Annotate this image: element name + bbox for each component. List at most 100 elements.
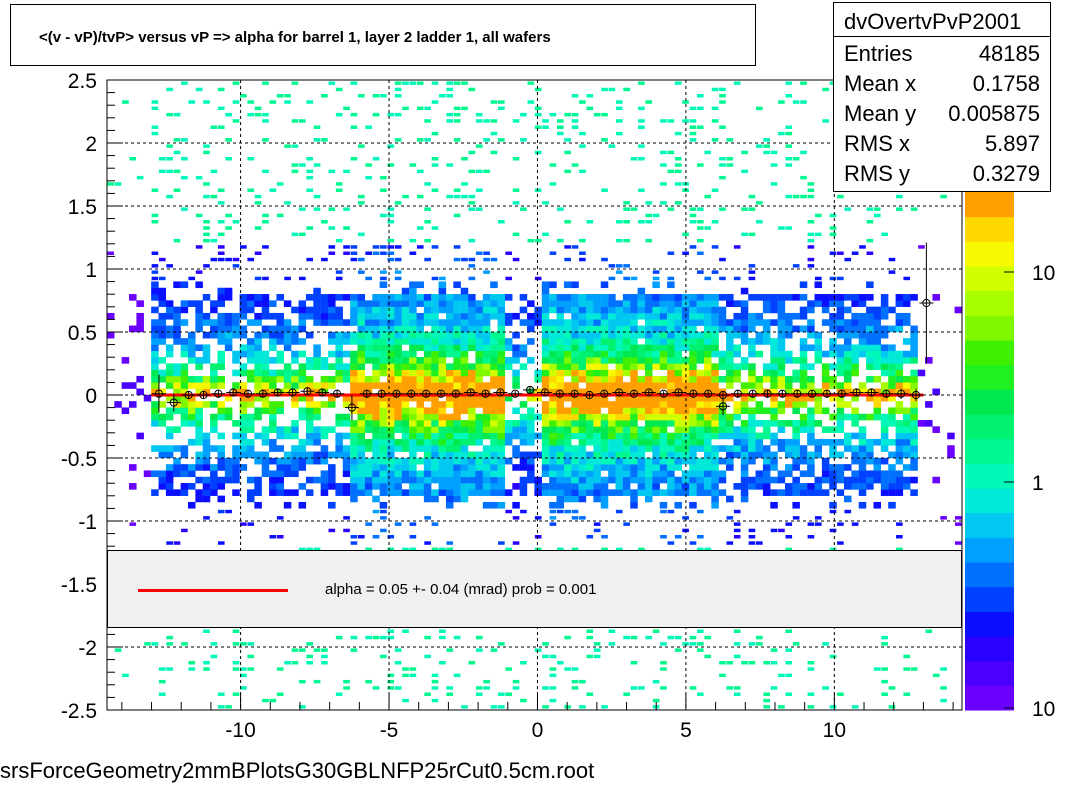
density-cell [740,445,749,452]
density-cell [328,528,336,533]
density-cell [313,457,321,465]
density-cell [299,232,306,237]
density-cell [254,375,262,383]
palette-swatch [965,216,1014,242]
density-cell [556,125,564,129]
density-cell [380,94,387,98]
density-cell [453,325,461,333]
density-cell [188,394,196,402]
density-cell [549,407,557,415]
profile-point [570,389,579,398]
density-cell [615,363,624,370]
density-cell [755,220,763,224]
density-cell [703,426,712,433]
density-cell [866,476,874,484]
density-cell [630,375,638,383]
density-cell [446,81,454,85]
density-cell [188,350,196,358]
density-cell [490,382,498,389]
density-cell [269,344,277,352]
density-cell [394,357,402,364]
density-cell [608,432,616,440]
density-cell [313,350,321,358]
density-cell [232,420,240,427]
density-cell [313,547,321,552]
density-cell [703,363,712,370]
density-cell [504,457,513,465]
density-cell [232,692,240,696]
density-cell [203,661,210,665]
density-cell [365,175,372,180]
density-cell [549,501,557,509]
density-cell [106,312,115,320]
density-cell [748,413,756,421]
density-cell [689,325,697,333]
density-cell [254,112,262,117]
density-cell [770,476,778,484]
density-cell [181,175,188,180]
density-cell [932,426,940,433]
density-cell [748,325,756,333]
density-cell [372,94,380,98]
palette-swatch [965,414,1014,440]
density-cell [379,357,388,364]
density-cell [445,464,454,471]
density-cell [409,464,417,471]
density-cell [748,426,756,433]
density-cell [615,238,623,243]
density-cell [261,426,270,433]
density-cell [711,457,719,465]
density-cell [498,100,505,104]
density-cell [136,319,144,326]
density-cell [416,357,425,364]
density-cell [482,382,491,389]
density-cell [387,344,395,352]
density-cell [910,667,918,671]
density-cell [762,432,771,440]
density-cell [387,363,395,370]
density-cell [814,445,823,452]
density-cell [387,489,395,496]
density-cell [379,300,388,307]
density-cell [785,331,793,339]
y-tick-label: -0.5 [61,448,97,471]
density-cell [445,470,454,478]
density-cell [719,94,726,98]
density-cell [254,489,262,496]
profile-point [525,385,535,395]
density-cell [380,213,387,218]
density-cell [512,257,520,262]
density-cell [733,350,741,358]
density-cell [689,476,697,484]
density-cell [667,489,675,496]
density-cell [483,251,490,255]
density-cell [755,438,764,446]
density-cell [866,251,874,255]
density-cell [335,188,343,192]
density-cell [659,350,668,358]
density-cell [460,306,469,314]
density-cell [372,325,380,333]
density-cell [785,157,793,161]
density-cell [394,457,402,465]
density-cell [357,294,366,301]
density-cell [637,357,646,364]
density-cell [482,325,491,333]
density-cell [269,535,277,539]
density-cell [563,382,572,389]
density-cell [785,420,793,427]
density-cell [121,382,130,389]
density-cell [151,407,159,415]
density-cell [512,445,520,452]
palette-swatch [965,438,1014,464]
density-cell [600,294,609,301]
density-cell [423,426,432,433]
density-cell [379,306,388,314]
density-cell [556,661,564,665]
density-cell [402,194,409,199]
density-cell [821,294,830,301]
density-cell [262,213,269,218]
density-cell [726,319,734,326]
profile-point [911,390,921,400]
density-cell [298,350,307,358]
